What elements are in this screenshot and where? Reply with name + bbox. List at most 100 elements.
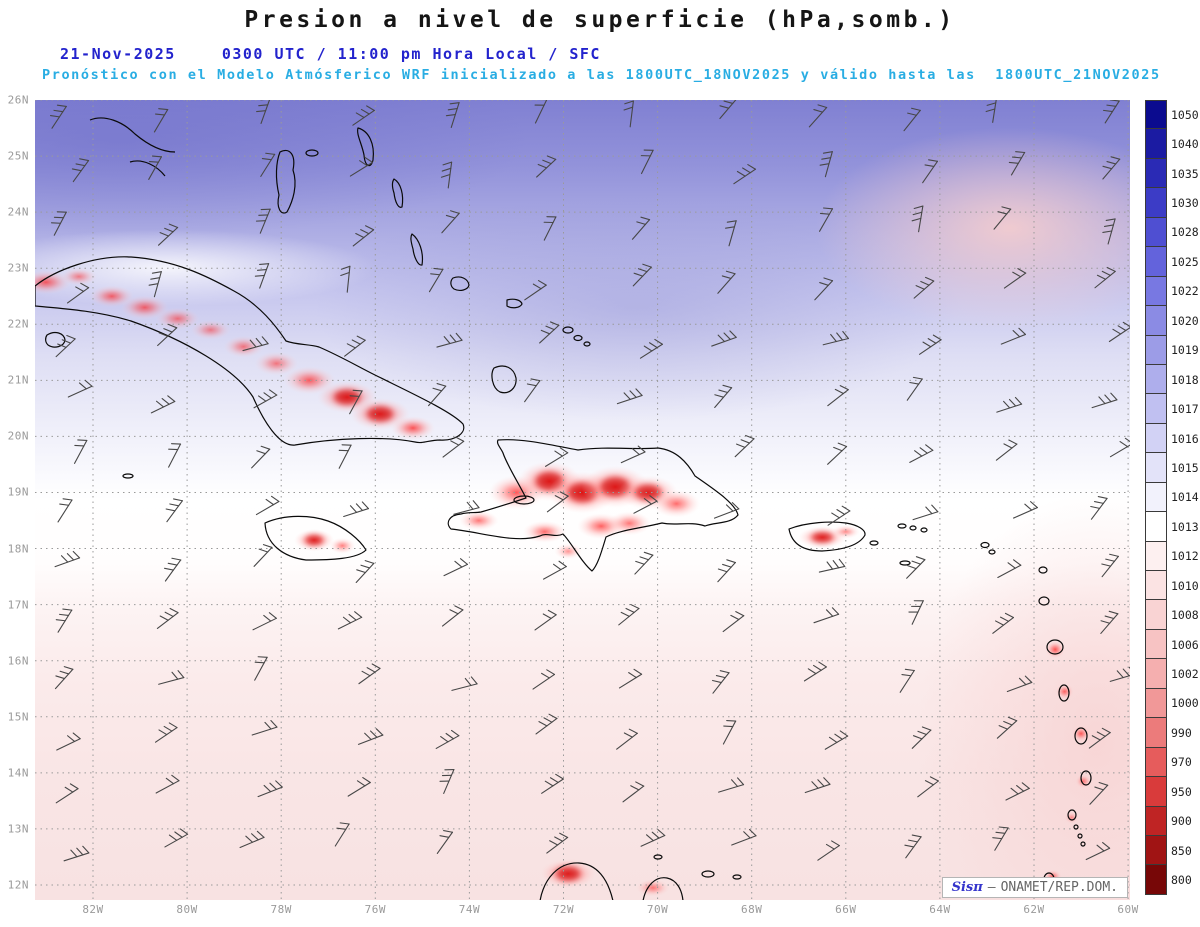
colorbar-cell [1145,540,1167,571]
valid-time-label: 0300 UTC / 11:00 pm Hora Local / SFC [221,45,601,63]
colorbar-value-label: 1028 [1171,225,1199,240]
colorbar-row: 950 [1145,776,1200,807]
colorbar-value-label: 800 [1171,873,1192,888]
colorbar-cell [1145,305,1167,336]
lat-tick-label: 15N [7,710,29,724]
colorbar-row: 1035 [1145,157,1200,189]
forecast-line: Pronóstico con el Modelo Atmósferico WRF… [42,67,1161,83]
lat-tick-label: 17N [7,598,29,612]
colorbar-cell [1145,834,1167,866]
lon-tick-label: 62W [1023,903,1045,916]
colorbar-row: 1002 [1145,658,1200,689]
colorbar-value-label: 850 [1171,843,1192,858]
lat-tick-label: 24N [7,205,29,219]
lon-tick-label: 60W [1117,903,1139,916]
lon-axis: 82W 80W 78W 76W 74W 72W 70W 68W 66W 64W 62W 60W [35,903,1138,921]
coastlines-group [35,117,1092,900]
colorbar-row: 1008 [1145,599,1200,630]
colorbar-value-label: 1006 [1171,637,1199,652]
colorbar-row: 1018 [1145,363,1200,395]
colorbar-value-label: 970 [1171,755,1192,770]
colorbar-cell [1145,658,1167,689]
lat-tick-label: 26N [7,93,29,107]
colorbar-value-label: 950 [1171,784,1192,799]
page-title: Presion a nivel de superficie (hPa,somb.… [244,7,956,33]
colorbar-cell [1145,511,1167,542]
colorbar-cell [1145,275,1167,307]
lon-tick-label: 74W [458,903,481,916]
lat-tick-label: 23N [7,261,29,275]
colorbar-cell [1145,687,1167,719]
colorbar: 1050 1040 1035 1030 1028 1025 1022 1020 1019 1018… [1145,100,1200,895]
colorbar-cell [1145,363,1167,395]
colorbar-row: 1012 [1145,540,1200,571]
lat-tick-label: 18N [7,542,29,556]
colorbar-value-label: 1014 [1171,490,1199,505]
watermark-separator: — [987,880,996,895]
colorbar-value-label: 1040 [1171,137,1199,152]
pressure-blobs-group [35,267,1092,897]
lat-tick-label: 20N [7,429,29,443]
watermark-org: ONAMET/REP.DOM. [1000,880,1118,895]
colorbar-row: 800 [1145,864,1200,895]
colorbar-cell [1145,717,1167,748]
colorbar-cell [1145,187,1167,218]
colorbar-row: 1030 [1145,187,1200,218]
colorbar-cell [1145,599,1167,630]
colorbar-cell [1145,157,1167,189]
lon-tick-label: 70W [646,903,669,916]
colorbar-cell [1145,864,1167,895]
colorbar-row: 1015 [1145,452,1200,483]
map-svg [35,100,1130,900]
colorbar-value-label: 1008 [1171,608,1199,623]
colorbar-value-label: 1016 [1171,431,1199,446]
lat-tick-label: 22N [7,317,29,331]
lat-axis: 26N 25N 24N 23N 22N 21N 20N 19N 18N 17N 16N 15N 14N 1… [0,94,32,900]
lat-tick-label: 14N [7,766,29,780]
lon-tick-label: 76W [364,903,386,916]
watermark-brand: Sisπ [951,880,983,895]
lat-tick-label: 13N [7,822,29,836]
colorbar-value-label: 1018 [1171,372,1199,387]
colorbar-row: 1025 [1145,246,1200,277]
colorbar-cell [1145,334,1167,365]
lon-tick-label: 78W [270,903,292,916]
colorbar-row: 1022 [1145,275,1200,307]
colorbar-value-label: 1013 [1171,519,1199,534]
colorbar-row: 970 [1145,746,1200,778]
colorbar-row: 1017 [1145,393,1200,424]
colorbar-row: 900 [1145,805,1200,836]
graticule-group [35,100,1130,900]
colorbar-cell [1145,481,1167,513]
colorbar-value-label: 1017 [1171,402,1199,417]
colorbar-value-label: 1012 [1171,549,1199,564]
colorbar-row: 1010 [1145,570,1200,601]
lat-tick-label: 21N [7,373,29,387]
colorbar-cell [1145,746,1167,778]
lon-tick-label: 64W [929,903,951,916]
date-label: 21-Nov-2025 [60,45,176,63]
colorbar-row: 1014 [1145,481,1200,513]
watermark: Sisπ — ONAMET/REP.DOM. [941,877,1128,898]
lat-tick-label: 19N [7,485,29,499]
lat-tick-label: 25N [7,149,29,163]
colorbar-value-label: 1002 [1171,667,1199,682]
map-canvas: Sisπ — ONAMET/REP.DOM. [35,100,1130,900]
colorbar-value-label: 1020 [1171,313,1199,328]
colorbar-cell [1145,216,1167,248]
lon-tick-label: 66W [835,903,857,916]
colorbar-cell [1145,100,1167,130]
colorbar-value-label: 1000 [1171,696,1199,711]
lon-tick-label: 82W [82,903,104,916]
colorbar-row: 1028 [1145,216,1200,248]
colorbar-row: 1020 [1145,305,1200,336]
colorbar-row: 1016 [1145,422,1200,454]
colorbar-value-label: 1010 [1171,578,1199,593]
colorbar-row: 1013 [1145,511,1200,542]
colorbar-row: 1050 [1145,100,1200,130]
wind-barbs-group [49,100,1130,862]
colorbar-value-label: 1030 [1171,196,1199,211]
colorbar-value-label: 1025 [1171,254,1199,269]
lon-tick-label: 72W [552,903,575,916]
